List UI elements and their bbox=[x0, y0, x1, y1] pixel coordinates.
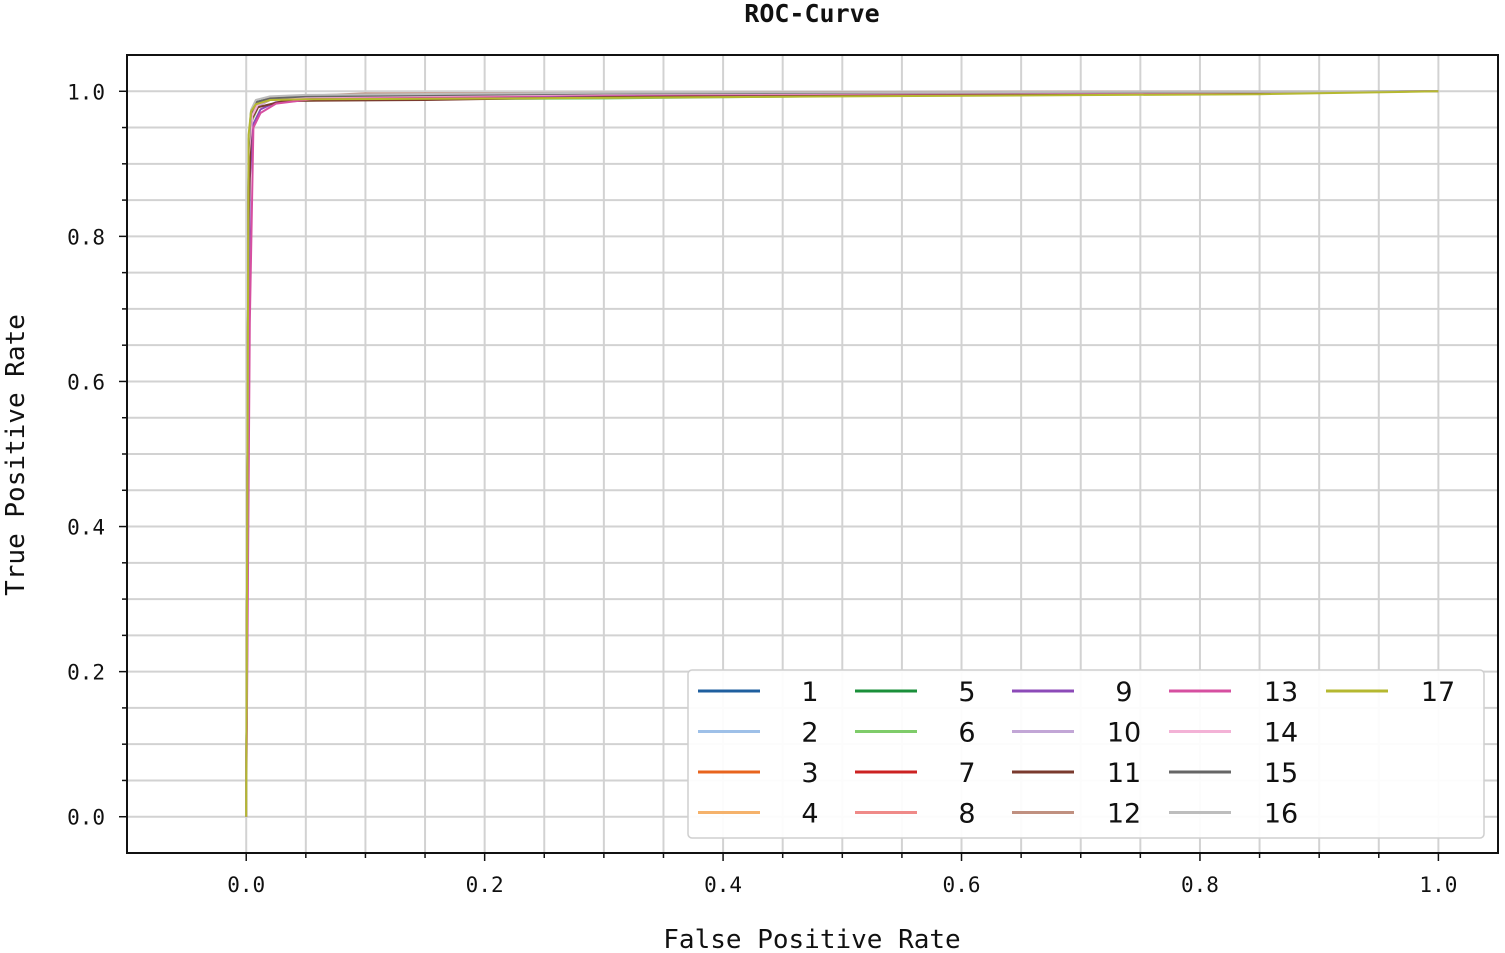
legend-label-12: 12 bbox=[1107, 799, 1141, 830]
x-tick-label: 0.2 bbox=[466, 873, 504, 897]
legend-label-2: 2 bbox=[801, 718, 818, 749]
y-tick-label: 0.8 bbox=[67, 225, 105, 249]
legend-label-6: 6 bbox=[958, 718, 975, 749]
x-tick-label: 0.6 bbox=[943, 873, 981, 897]
y-tick-label: 1.0 bbox=[67, 80, 105, 104]
y-tick-label: 0.0 bbox=[67, 806, 105, 830]
legend-label-11: 11 bbox=[1107, 758, 1141, 789]
axis-ticks: 0.0 0.2 0.4 0.6 0.8 1.0 0.0 0.2 0.4 0.6 0.8 1.0 bbox=[67, 80, 1457, 897]
legend-label-7: 7 bbox=[958, 758, 975, 789]
x-tick-label: 0.8 bbox=[1181, 873, 1219, 897]
x-tick-label: 1.0 bbox=[1419, 873, 1457, 897]
legend-label-8: 8 bbox=[958, 799, 975, 830]
x-axis-label: False Positive Rate bbox=[663, 925, 960, 953]
legend-label-4: 4 bbox=[801, 799, 818, 830]
y-tick-label: 0.4 bbox=[67, 516, 105, 540]
legend-label-9: 9 bbox=[1115, 677, 1132, 708]
legend-label-16: 16 bbox=[1264, 799, 1298, 830]
legend-label-3: 3 bbox=[801, 758, 818, 789]
plot-lines bbox=[245, 90, 1439, 817]
legend-label-1: 1 bbox=[801, 677, 818, 708]
legend-label-15: 15 bbox=[1264, 758, 1298, 789]
legend-box bbox=[687, 669, 1485, 839]
x-tick-label: 0.4 bbox=[704, 873, 742, 897]
y-tick-label: 0.2 bbox=[67, 661, 105, 685]
legend-label-10: 10 bbox=[1107, 718, 1141, 749]
legend-label-5: 5 bbox=[958, 677, 975, 708]
legend-label-17: 17 bbox=[1421, 677, 1455, 708]
y-tick-label: 0.6 bbox=[67, 370, 105, 394]
y-axis-label: True Positive Rate bbox=[1, 314, 31, 596]
x-tick-label: 0.0 bbox=[227, 873, 265, 897]
chart-title: ROC-Curve bbox=[744, 0, 879, 28]
legend-label-14: 14 bbox=[1264, 718, 1298, 749]
legend-label-13: 13 bbox=[1264, 677, 1298, 708]
series-line-17 bbox=[245, 90, 1439, 817]
